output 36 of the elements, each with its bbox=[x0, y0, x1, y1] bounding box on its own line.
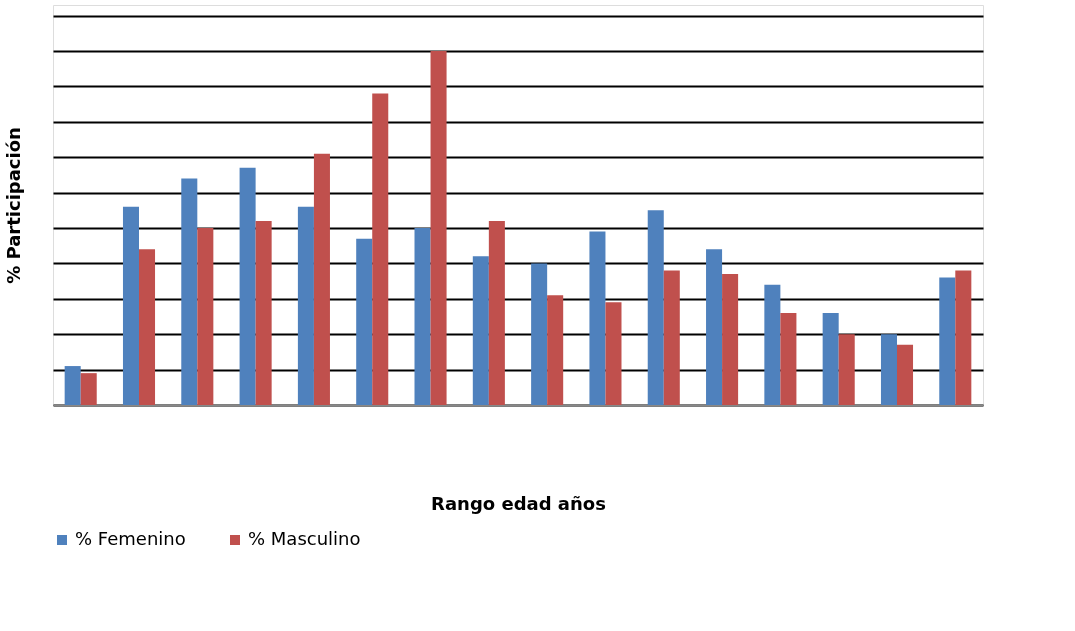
bar bbox=[139, 249, 156, 405]
bar bbox=[780, 312, 797, 405]
bar bbox=[880, 334, 897, 405]
bar bbox=[706, 249, 723, 405]
bar bbox=[822, 312, 839, 405]
bar bbox=[531, 263, 548, 405]
legend-label: % Femenino bbox=[75, 528, 186, 549]
bar bbox=[313, 153, 330, 405]
bar bbox=[939, 277, 956, 405]
bar bbox=[722, 274, 739, 405]
y-axis-title: % Participación bbox=[2, 127, 24, 284]
bar bbox=[255, 220, 272, 405]
x-axis-title: Rango edad años bbox=[431, 492, 606, 514]
bar bbox=[838, 334, 855, 405]
bar bbox=[197, 228, 214, 405]
bar bbox=[955, 270, 972, 405]
bar bbox=[488, 220, 505, 405]
bar bbox=[181, 178, 198, 405]
bar bbox=[897, 344, 914, 405]
bar bbox=[64, 366, 81, 405]
bar bbox=[239, 167, 256, 405]
bar bbox=[472, 256, 489, 405]
bar bbox=[122, 206, 139, 405]
bar bbox=[297, 206, 314, 405]
bar bbox=[356, 238, 373, 405]
legend-label: % Masculino bbox=[248, 528, 361, 549]
bar bbox=[605, 302, 622, 405]
bar bbox=[764, 284, 781, 405]
bar bbox=[372, 93, 389, 405]
bar bbox=[80, 373, 97, 405]
bar bbox=[589, 231, 606, 405]
bar bbox=[430, 51, 447, 405]
bar bbox=[414, 228, 431, 405]
bar bbox=[663, 270, 680, 405]
bar bbox=[647, 210, 664, 405]
bar bbox=[547, 295, 564, 405]
